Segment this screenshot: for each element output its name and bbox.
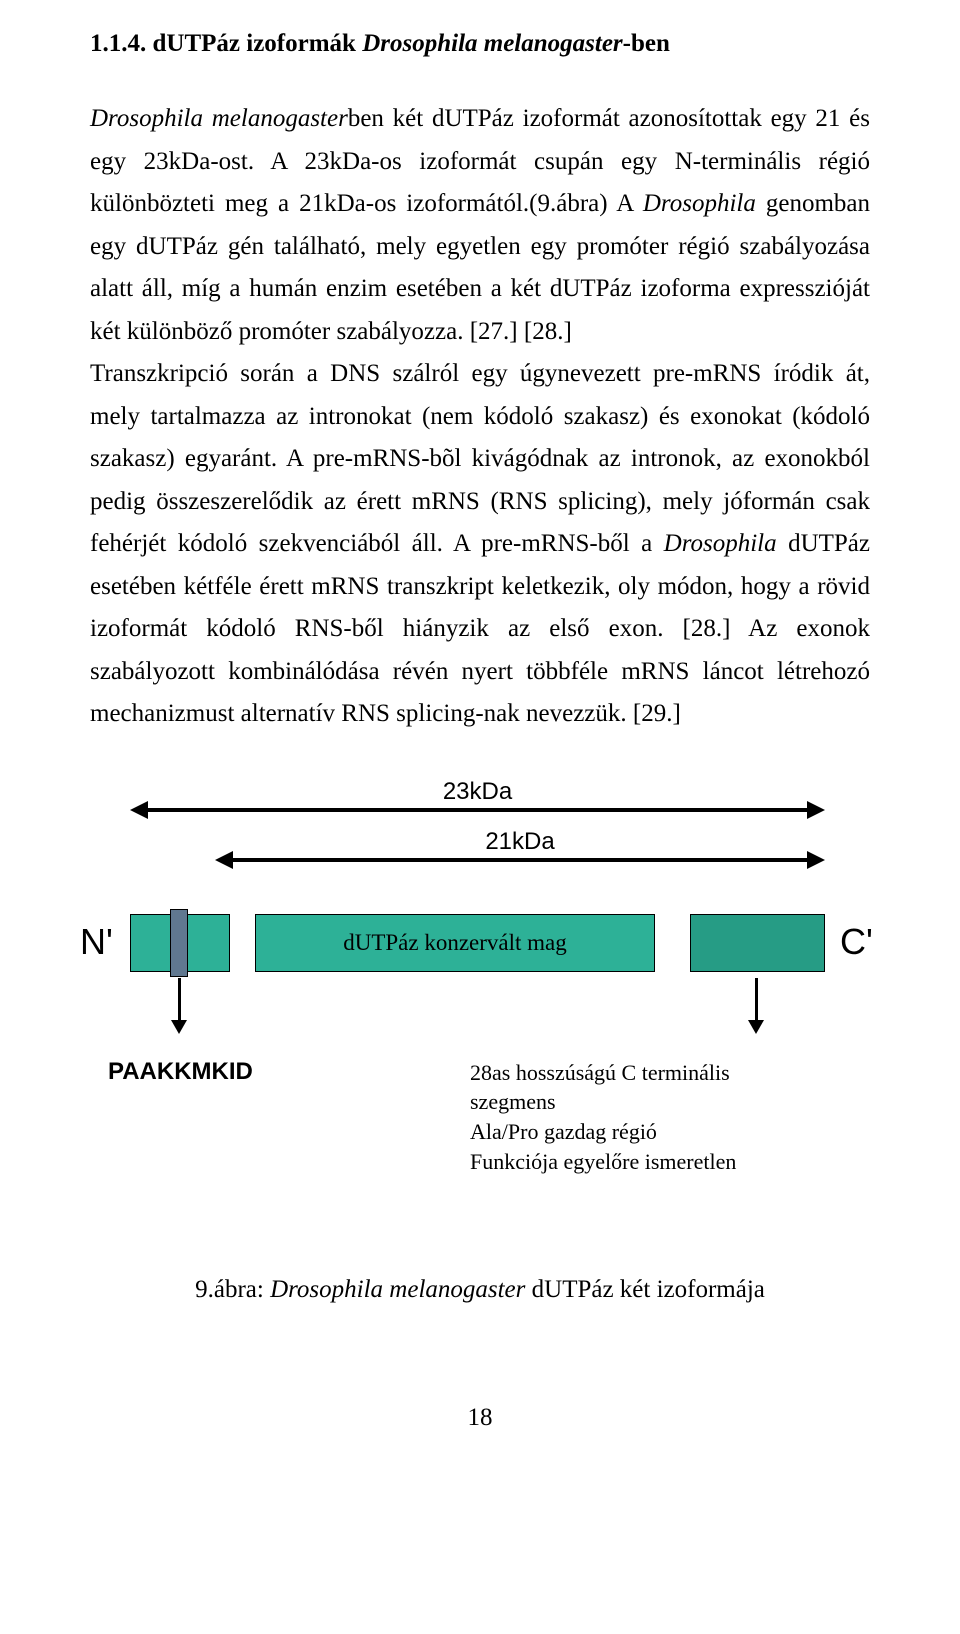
c-annot-line: szegmens (470, 1087, 736, 1117)
heading-prefix: 1.1.4. dUTPáz izoformák (90, 30, 362, 57)
arrow-21kda-head-left (215, 851, 233, 869)
p1-italic-2: Drosophila (643, 190, 756, 217)
caption-suffix: dUTPáz két izoformája (525, 1276, 765, 1303)
arrow-23kda-head-left (130, 801, 148, 819)
caption-prefix: 9.ábra: (195, 1276, 270, 1303)
c-terminal-block (690, 914, 825, 972)
sequence-label: PAAKKMKID (108, 1058, 253, 1086)
c-terminal-down-arrow (755, 978, 758, 1020)
heading-italic: Drosophila melanogaster (362, 30, 622, 57)
p2-text-2: dUTPáz esetében kétféle érett mRNS trans… (90, 530, 870, 727)
c-terminus-label: C' (840, 921, 873, 963)
c-annot-line: Ala/Pro gazdag régió (470, 1117, 736, 1147)
section-heading: 1.1.4. dUTPáz izoformák Drosophila melan… (90, 30, 870, 58)
p2-italic-1: Drosophila (664, 530, 777, 557)
body-paragraph: Drosophila melanogasterben két dUTPáz iz… (90, 98, 870, 736)
arrow-21kda (229, 858, 811, 862)
insert-block (170, 909, 188, 977)
caption-italic: Drosophila melanogaster (270, 1276, 525, 1303)
heading-suffix: -ben (623, 30, 670, 57)
n-terminus-label: N' (80, 921, 113, 963)
arrow-23kda-head-right (807, 801, 825, 819)
p1-italic-1: Drosophila melanogaster (90, 105, 348, 132)
p2-text-1: Transzkripció során a DNS szálról egy úg… (90, 360, 870, 557)
n-terminal-down-arrow (178, 978, 181, 1020)
c-terminal-annotation: 28as hosszúságú C terminálisszegmensAla/… (470, 1058, 736, 1177)
c-annot-line: Funkciója egyelőre ismeretlen (470, 1147, 736, 1177)
page-number: 18 (90, 1404, 870, 1432)
c-annot-line: 28as hosszúságú C terminális (470, 1058, 736, 1088)
label-21kda: 21kDa (480, 828, 560, 856)
label-23kda: 23kDa (438, 778, 518, 806)
arrow-23kda (144, 808, 811, 812)
isoform-diagram: 23kDa21kDaN'C'dUTPáz konzervált magPAAKK… (90, 796, 870, 1196)
arrow-21kda-head-right (807, 851, 825, 869)
figure-caption: 9.ábra: Drosophila melanogaster dUTPáz k… (90, 1276, 870, 1304)
conserved-core-block: dUTPáz konzervált mag (255, 914, 655, 972)
